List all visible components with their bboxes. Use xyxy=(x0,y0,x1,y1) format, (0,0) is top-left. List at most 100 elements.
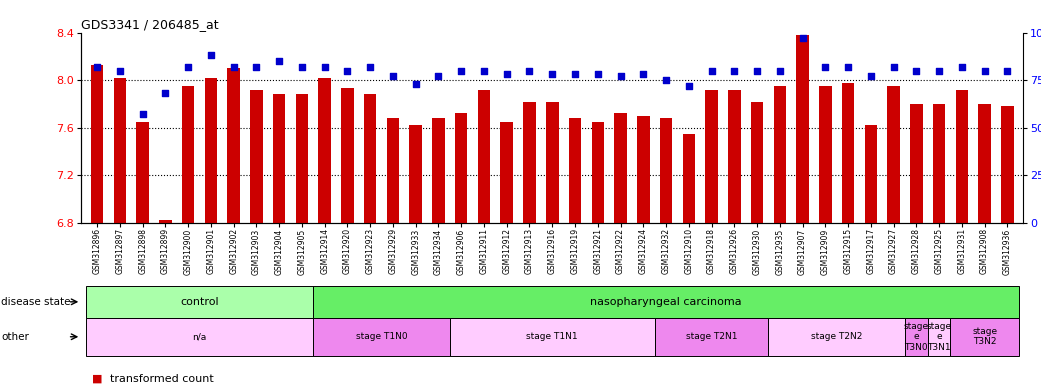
Point xyxy=(134,111,151,118)
Text: control: control xyxy=(180,297,219,307)
Point xyxy=(543,71,560,78)
Point xyxy=(681,83,697,89)
Text: other: other xyxy=(1,332,29,342)
Bar xyxy=(85,286,313,318)
Bar xyxy=(273,94,285,223)
Point xyxy=(430,73,447,79)
Bar xyxy=(341,88,354,223)
Point xyxy=(840,64,857,70)
Bar xyxy=(660,118,672,223)
Point xyxy=(407,81,424,87)
Bar xyxy=(768,318,905,356)
Point xyxy=(976,68,993,74)
Point xyxy=(612,73,629,79)
Bar xyxy=(683,134,695,223)
Bar xyxy=(478,89,490,223)
Point xyxy=(88,64,105,70)
Point xyxy=(704,68,720,74)
Point xyxy=(157,90,174,96)
Point xyxy=(817,64,834,70)
Bar xyxy=(637,116,650,223)
Text: stage T2N2: stage T2N2 xyxy=(811,332,862,341)
Bar xyxy=(905,318,928,356)
Bar xyxy=(928,318,950,356)
Bar xyxy=(136,122,149,223)
Bar xyxy=(706,89,718,223)
Bar xyxy=(501,122,513,223)
Bar xyxy=(313,318,450,356)
Bar xyxy=(933,104,945,223)
Point xyxy=(999,68,1016,74)
Bar xyxy=(796,35,809,223)
Point xyxy=(180,64,197,70)
Bar xyxy=(655,318,768,356)
Bar xyxy=(364,94,377,223)
Point xyxy=(384,73,401,79)
Point xyxy=(566,71,583,78)
Bar xyxy=(205,78,218,223)
Point xyxy=(203,52,220,58)
Text: GDS3341 / 206485_at: GDS3341 / 206485_at xyxy=(81,18,219,31)
Text: ■: ■ xyxy=(92,374,102,384)
Point xyxy=(635,71,652,78)
Bar xyxy=(432,118,445,223)
Bar xyxy=(950,318,1019,356)
Bar xyxy=(409,125,422,223)
Bar xyxy=(591,122,604,223)
Text: disease state: disease state xyxy=(1,297,71,307)
Bar xyxy=(296,94,308,223)
Text: stage
e
T3N0: stage e T3N0 xyxy=(904,322,929,352)
Point xyxy=(726,68,742,74)
Bar xyxy=(91,65,103,223)
Bar xyxy=(819,86,832,223)
Bar xyxy=(455,113,467,223)
Bar xyxy=(773,86,786,223)
Bar xyxy=(450,318,655,356)
Bar xyxy=(524,101,536,223)
Bar xyxy=(227,68,239,223)
Text: stage T2N1: stage T2N1 xyxy=(686,332,737,341)
Bar xyxy=(865,125,878,223)
Point xyxy=(453,68,469,74)
Text: stage T1N1: stage T1N1 xyxy=(527,332,578,341)
Text: stage T1N0: stage T1N0 xyxy=(356,332,407,341)
Point xyxy=(658,77,675,83)
Point xyxy=(748,68,765,74)
Bar xyxy=(887,86,899,223)
Point xyxy=(271,58,287,64)
Point xyxy=(499,71,515,78)
Point xyxy=(931,68,947,74)
Text: transformed count: transformed count xyxy=(110,374,214,384)
Point xyxy=(794,35,811,41)
Bar xyxy=(614,113,627,223)
Bar xyxy=(386,118,399,223)
Bar xyxy=(313,286,1019,318)
Point xyxy=(954,64,970,70)
Point xyxy=(771,68,788,74)
Point xyxy=(589,71,606,78)
Text: stage
e
T3N1: stage e T3N1 xyxy=(926,322,951,352)
Point xyxy=(885,64,902,70)
Point xyxy=(476,68,492,74)
Bar xyxy=(979,104,991,223)
Point xyxy=(908,68,924,74)
Point xyxy=(248,64,264,70)
Bar xyxy=(751,101,763,223)
Text: nasopharyngeal carcinoma: nasopharyngeal carcinoma xyxy=(590,297,742,307)
Point xyxy=(522,68,538,74)
Bar xyxy=(1001,106,1014,223)
Text: n/a: n/a xyxy=(193,332,207,341)
Point xyxy=(362,64,379,70)
Bar xyxy=(113,78,126,223)
Point xyxy=(339,68,356,74)
Point xyxy=(225,64,242,70)
Point xyxy=(316,64,333,70)
Point xyxy=(863,73,880,79)
Bar xyxy=(842,83,855,223)
Text: stage
T3N2: stage T3N2 xyxy=(972,327,997,346)
Bar xyxy=(182,86,195,223)
Bar xyxy=(545,101,559,223)
Bar xyxy=(319,78,331,223)
Bar xyxy=(85,318,313,356)
Bar xyxy=(728,89,740,223)
